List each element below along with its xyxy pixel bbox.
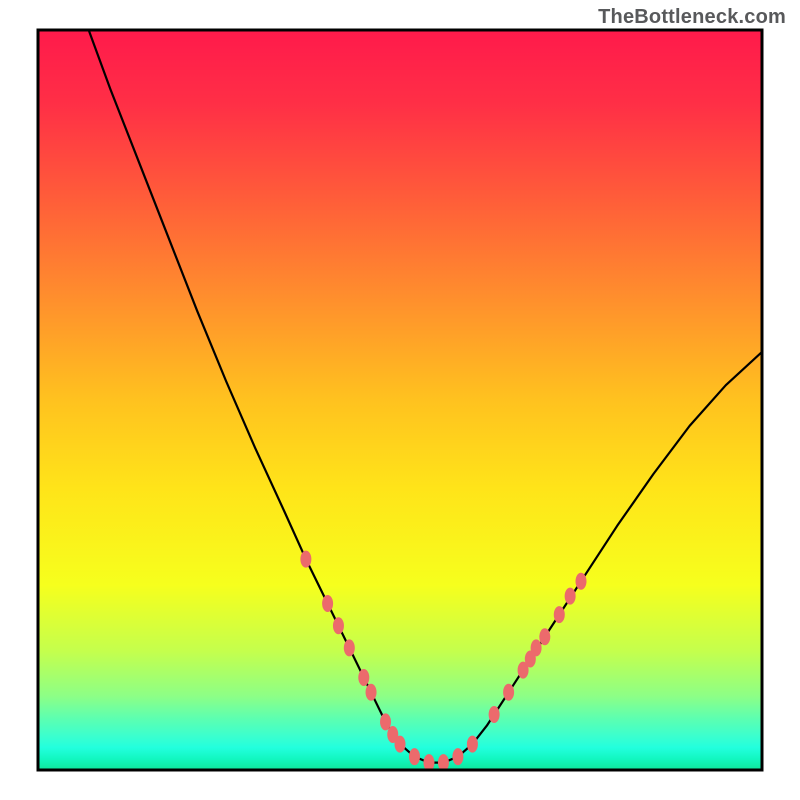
curve-marker [333, 617, 344, 634]
curve-marker [452, 748, 463, 765]
curve-marker [358, 669, 369, 686]
curve-marker [503, 684, 514, 701]
watermark-text: TheBottleneck.com [598, 6, 786, 29]
gradient-background [38, 30, 762, 770]
curve-marker [539, 628, 550, 645]
bottleneck-curve-chart [0, 0, 800, 800]
curve-marker [300, 551, 311, 568]
curve-marker [467, 736, 478, 753]
curve-marker [489, 706, 500, 723]
curve-marker [531, 639, 542, 656]
curve-marker [395, 736, 406, 753]
curve-marker [554, 606, 565, 623]
curve-marker [344, 639, 355, 656]
curve-marker [576, 573, 587, 590]
curve-marker [366, 684, 377, 701]
curve-marker [322, 595, 333, 612]
curve-marker [565, 588, 576, 605]
curve-marker [409, 748, 420, 765]
